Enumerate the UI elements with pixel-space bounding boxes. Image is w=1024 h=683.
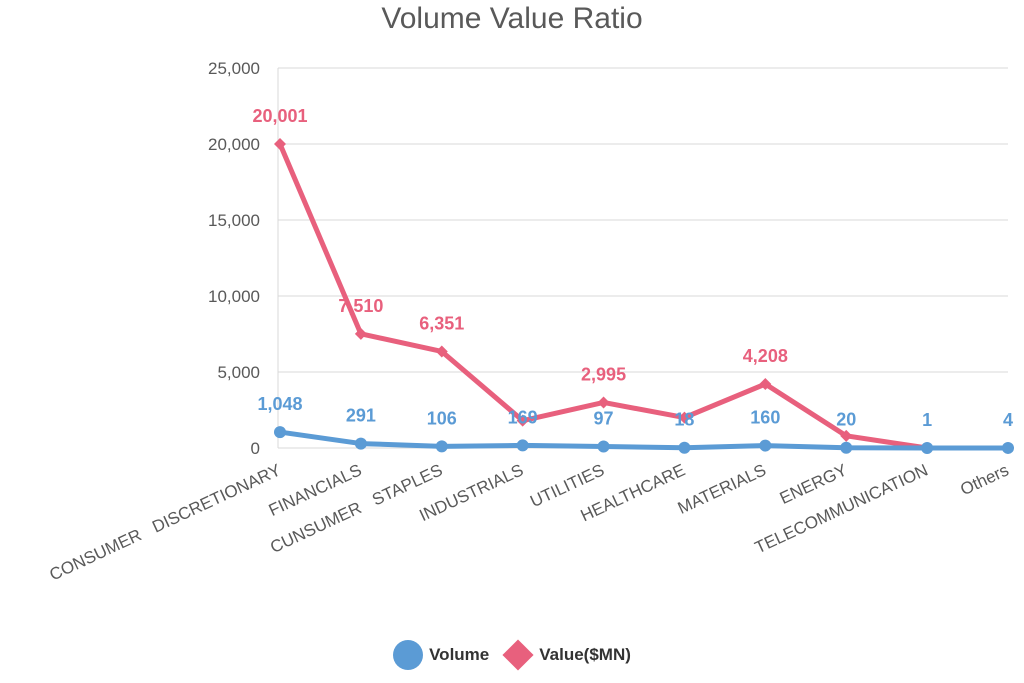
data-label: 4 bbox=[1003, 410, 1013, 430]
legend: Volume Value($MN) bbox=[0, 639, 1024, 671]
data-label: 169 bbox=[508, 407, 538, 427]
data-point[interactable] bbox=[840, 429, 853, 442]
diamond-marker-icon bbox=[502, 639, 534, 671]
circle-marker-icon bbox=[393, 640, 424, 670]
data-label: 106 bbox=[427, 408, 457, 428]
data-point[interactable] bbox=[759, 439, 772, 452]
data-label: 4,208 bbox=[743, 346, 788, 366]
data-labels: 1,048 291 106 169 97 18 160 20 1 4 20,001 7,510 6,35… bbox=[252, 106, 1013, 430]
data-point[interactable] bbox=[516, 414, 529, 427]
line-chart: 0 5,000 10,000 15,000 20,000 25,000 CONSUMER … bbox=[47, 59, 1014, 584]
data-label: 2,995 bbox=[581, 364, 626, 384]
data-point[interactable] bbox=[1002, 441, 1014, 454]
data-point[interactable] bbox=[597, 396, 610, 409]
y-axis-ticks: 0 5,000 10,000 15,000 20,000 25,000 bbox=[208, 59, 260, 458]
data-point[interactable] bbox=[274, 137, 286, 150]
x-tick-label: Others bbox=[957, 460, 1011, 499]
y-tick-label: 25,000 bbox=[208, 59, 260, 78]
y-tick-label: 0 bbox=[251, 439, 260, 458]
legend-item-value[interactable]: Value($MN) bbox=[502, 639, 631, 671]
legend-label-volume: Volume bbox=[429, 645, 490, 664]
data-label: 18 bbox=[674, 410, 694, 430]
series-line-value bbox=[277, 141, 1011, 451]
data-label: 20,001 bbox=[252, 106, 307, 126]
legend-item-volume[interactable]: Volume bbox=[393, 640, 489, 670]
data-point[interactable] bbox=[840, 441, 853, 454]
data-label: 160 bbox=[750, 408, 780, 428]
data-label: 6,351 bbox=[419, 313, 464, 333]
data-point[interactable] bbox=[354, 327, 367, 340]
data-label: 20 bbox=[836, 410, 856, 430]
series-line-volume bbox=[277, 429, 1011, 451]
data-point[interactable] bbox=[516, 439, 529, 452]
data-point[interactable] bbox=[759, 378, 772, 391]
legend-label-value: Value($MN) bbox=[539, 645, 631, 664]
x-tick-label: CONSUMER DISCRETIONARY bbox=[47, 460, 284, 584]
data-point[interactable] bbox=[435, 345, 448, 358]
data-label: 291 bbox=[346, 406, 376, 426]
data-point[interactable] bbox=[678, 411, 691, 424]
chart-title: Volume Value Ratio bbox=[381, 2, 643, 35]
data-label: 7,510 bbox=[338, 296, 383, 316]
data-point[interactable] bbox=[435, 440, 448, 453]
y-tick-label: 5,000 bbox=[217, 363, 260, 382]
series-markers bbox=[274, 137, 1014, 454]
data-point[interactable] bbox=[597, 440, 610, 453]
x-tick-label: MATERIALS bbox=[675, 460, 769, 517]
series-lines bbox=[277, 141, 1011, 451]
data-label: 1,048 bbox=[257, 394, 302, 414]
data-point[interactable] bbox=[274, 426, 286, 439]
data-label: 97 bbox=[594, 409, 614, 429]
x-axis-ticks: CONSUMER DISCRETIONARYFINANCIALSCUNSUMER… bbox=[47, 460, 1012, 584]
data-point[interactable] bbox=[678, 441, 691, 454]
gridlines bbox=[277, 67, 1008, 449]
data-label: 1 bbox=[922, 410, 932, 430]
data-point[interactable] bbox=[354, 437, 367, 450]
y-tick-label: 15,000 bbox=[208, 211, 260, 230]
y-tick-label: 20,000 bbox=[208, 135, 260, 154]
y-tick-label: 10,000 bbox=[208, 287, 260, 306]
data-point[interactable] bbox=[921, 441, 934, 454]
